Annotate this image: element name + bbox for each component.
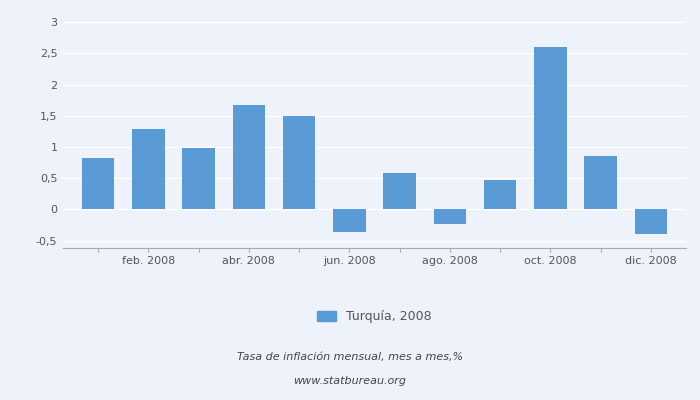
Bar — [132, 129, 164, 209]
Bar — [484, 180, 517, 209]
Bar — [283, 116, 316, 209]
Bar — [584, 156, 617, 209]
Bar — [384, 173, 416, 209]
Bar — [232, 104, 265, 209]
Legend: Turquía, 2008: Turquía, 2008 — [312, 305, 437, 328]
Bar — [333, 209, 365, 232]
Bar — [433, 209, 466, 224]
Text: www.statbureau.org: www.statbureau.org — [293, 376, 407, 386]
Text: Tasa de inflación mensual, mes a mes,%: Tasa de inflación mensual, mes a mes,% — [237, 352, 463, 362]
Bar — [534, 46, 567, 209]
Bar — [182, 148, 215, 209]
Bar — [82, 158, 115, 209]
Bar — [634, 209, 667, 234]
